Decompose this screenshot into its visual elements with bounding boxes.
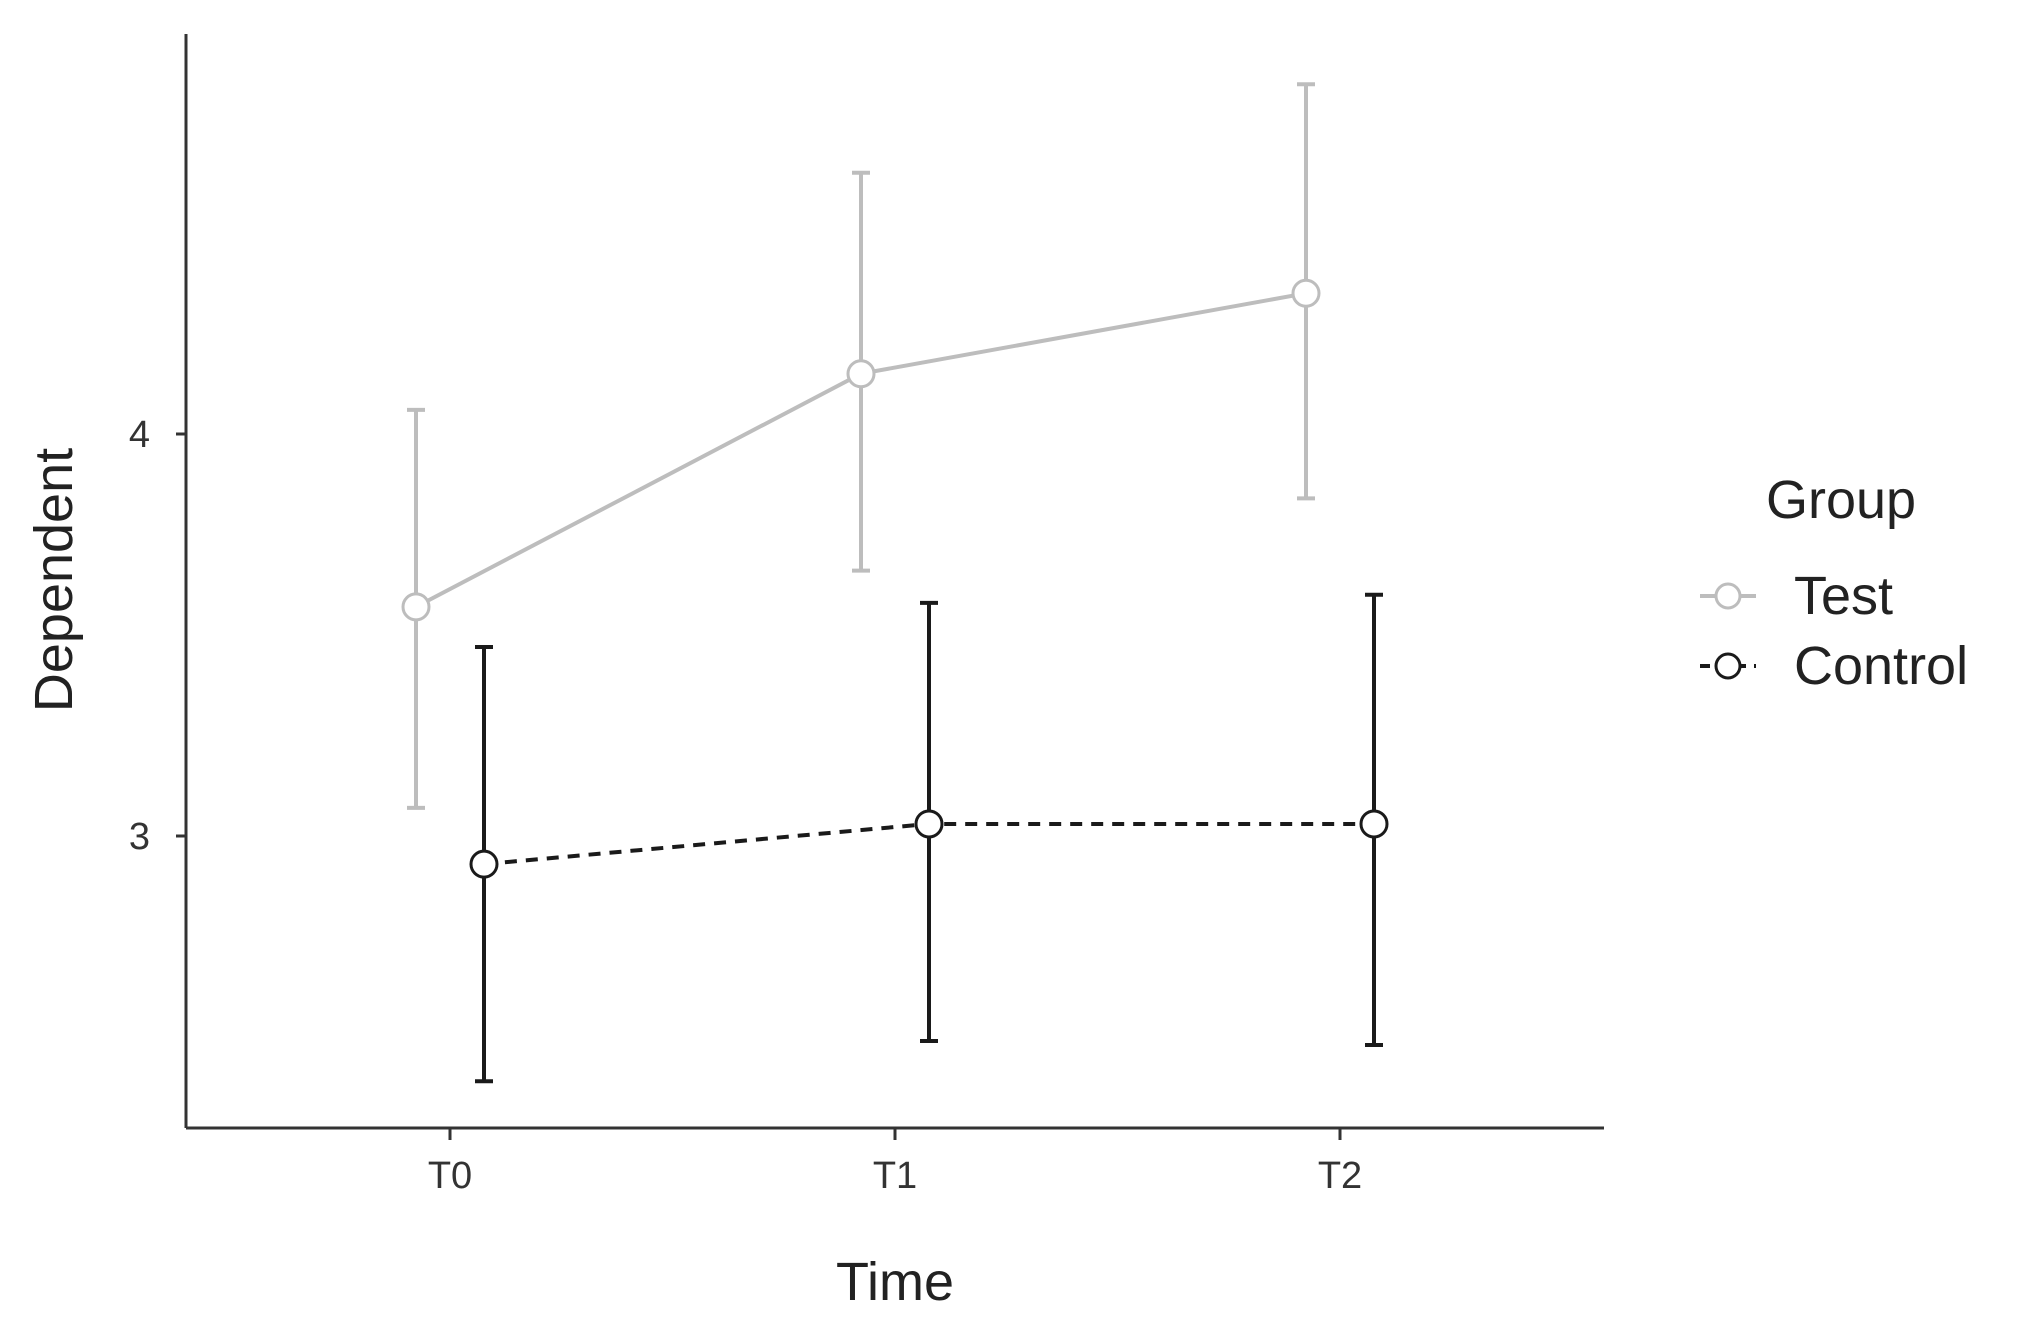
legend-label: Test: [1794, 566, 1893, 626]
data-point: [401, 592, 431, 622]
series-test: [401, 82, 1321, 810]
legend-key-point: [1714, 652, 1742, 680]
legend-title: Group: [1766, 470, 1916, 530]
x-tick-label: T1: [873, 1155, 917, 1197]
data-point: [469, 849, 499, 879]
y-tick-label: 4: [129, 414, 150, 456]
x-tick-label: T2: [1318, 1155, 1362, 1197]
legend-key-point: [1714, 582, 1742, 610]
legend-item-test: Test: [1700, 566, 1893, 626]
data-point: [1359, 809, 1389, 839]
y-tick-label: 3: [129, 816, 150, 858]
y-axis-title: Dependent: [24, 448, 84, 712]
legend: Group Test Control: [1700, 470, 1968, 696]
legend-item-control: Control: [1700, 636, 1968, 696]
data-point: [1291, 278, 1321, 308]
data-point: [914, 809, 944, 839]
axes: 34 T0 T1 T2: [129, 34, 1604, 1197]
legend-label: Control: [1794, 636, 1968, 696]
series-control: [469, 592, 1389, 1084]
y-ticks: 34: [129, 414, 186, 858]
plot-area: [401, 82, 1389, 1084]
x-ticks: T0 T1 T2: [428, 1128, 1362, 1197]
x-tick-label: T0: [428, 1155, 472, 1197]
x-axis-title: Time: [836, 1252, 954, 1312]
data-point: [846, 359, 876, 389]
